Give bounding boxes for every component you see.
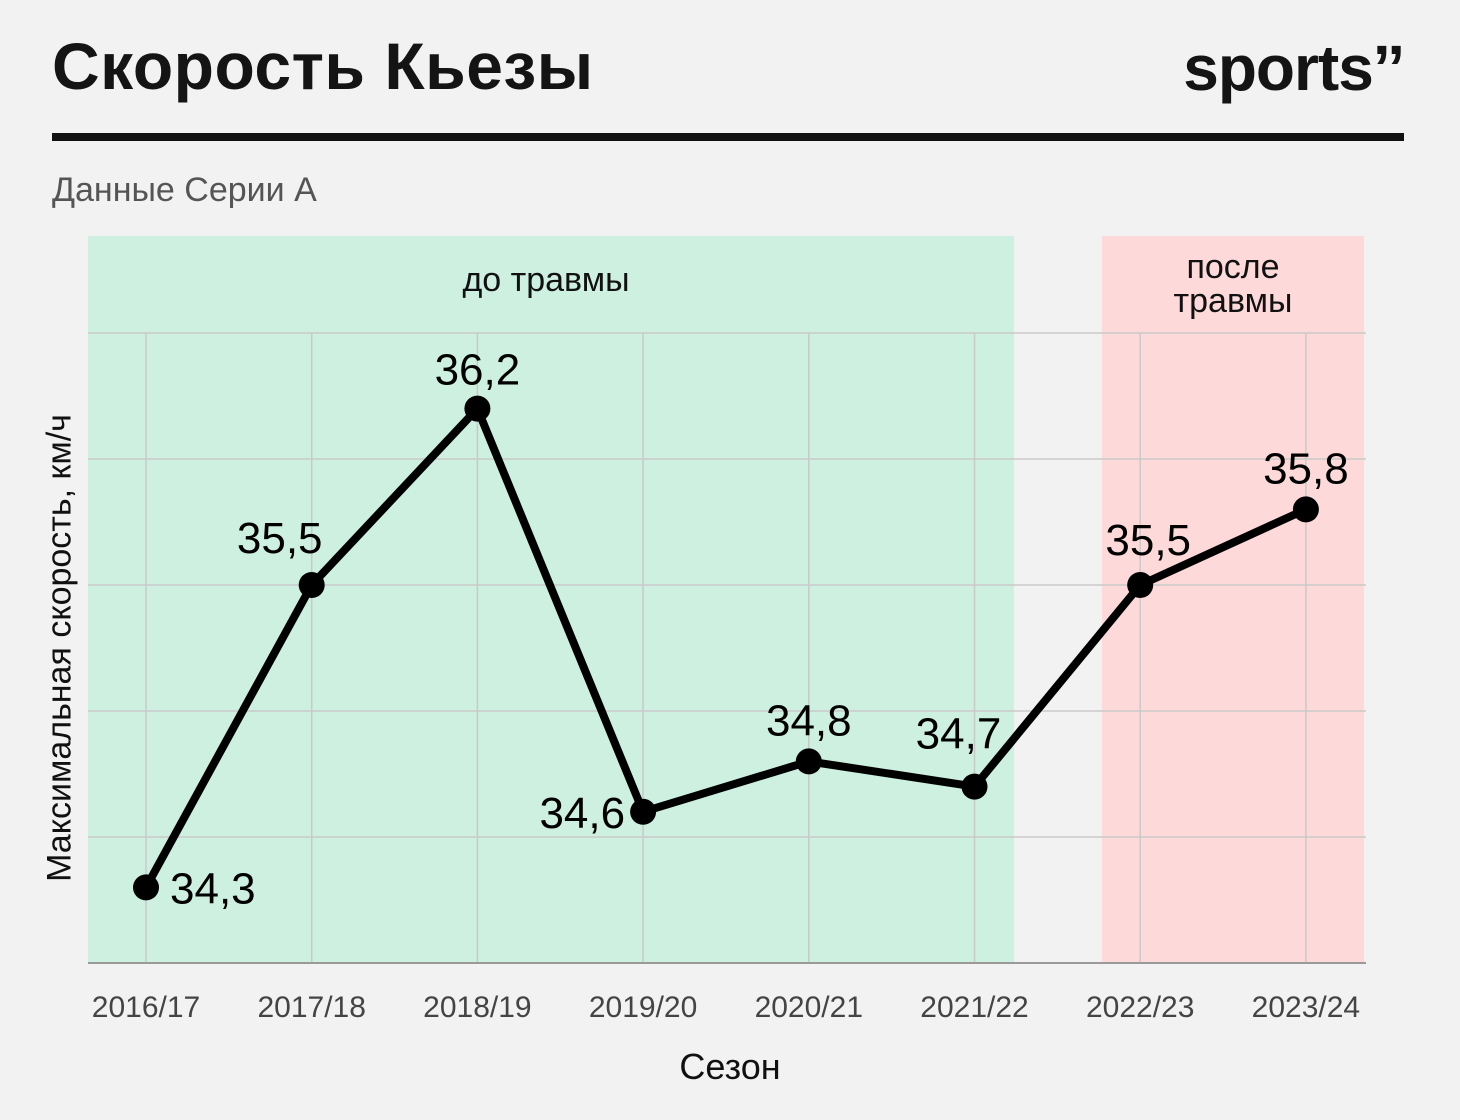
page-title: Скорость Кьезы <box>52 29 594 103</box>
x-tick-label: 2023/24 <box>1252 991 1360 1024</box>
region-layer <box>88 236 1364 963</box>
series-layer: 34,3 35,5 36,2 34,6 34,8 34,7 35,5 35,8 <box>133 346 1349 913</box>
data-label: 35,8 <box>1263 444 1349 493</box>
brand-logo: sports’’ <box>1183 32 1405 104</box>
x-tick-layer: 2016/17 2017/18 2018/19 2019/20 2020/21 2021/… <box>92 991 1360 1024</box>
data-point <box>464 395 491 422</box>
data-label: 34,6 <box>539 789 625 838</box>
data-point <box>630 798 657 825</box>
data-point <box>961 773 988 800</box>
x-tick-label: 2017/18 <box>257 991 365 1024</box>
region-after-injury <box>1102 236 1364 963</box>
region-before-injury <box>88 236 1014 963</box>
region-label-after: после травмы <box>1174 248 1293 320</box>
data-label: 35,5 <box>237 514 323 563</box>
data-label: 35,5 <box>1105 516 1191 565</box>
data-point <box>1292 496 1319 523</box>
x-tick-label: 2019/20 <box>589 991 697 1024</box>
series-line <box>142 404 1310 892</box>
y-axis-label: Максимальная скорость, км/ч <box>40 414 79 882</box>
chart-subtitle: Данные Серии А <box>52 171 317 209</box>
region-label-layer: до травмы после травмы <box>462 248 1292 320</box>
data-label: 34,7 <box>916 710 1002 759</box>
x-tick-label: 2018/19 <box>423 991 531 1024</box>
data-point <box>133 874 159 901</box>
data-point <box>795 748 822 775</box>
x-tick-label: 2016/17 <box>92 991 200 1024</box>
x-tick-label: 2021/22 <box>920 991 1028 1024</box>
grid-layer <box>88 332 1366 964</box>
data-point <box>1127 572 1154 598</box>
x-tick-label: 2022/23 <box>1086 991 1194 1024</box>
x-axis-label: Сезон <box>679 1046 781 1087</box>
region-label-before: до травмы <box>462 261 629 299</box>
data-label: 36,2 <box>435 346 521 395</box>
data-label: 34,8 <box>766 696 852 745</box>
x-tick-label: 2020/21 <box>755 991 863 1024</box>
data-label: 34,3 <box>170 864 256 913</box>
title-divider <box>52 133 1404 141</box>
data-point <box>298 572 325 598</box>
